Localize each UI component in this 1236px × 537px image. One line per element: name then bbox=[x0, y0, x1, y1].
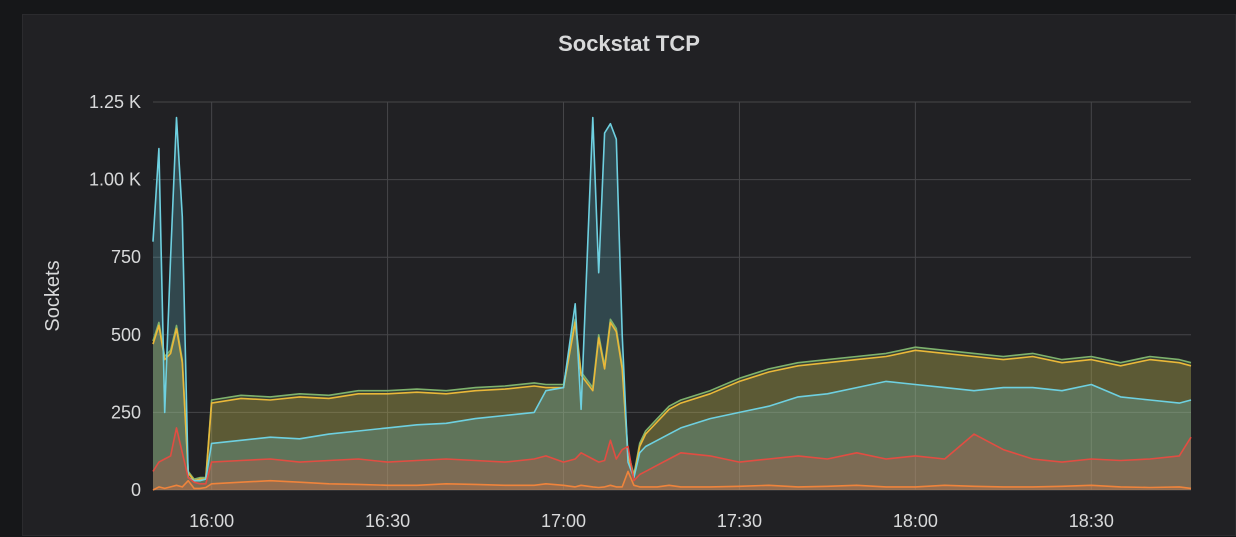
y-tick-label: 1.00 K bbox=[89, 170, 141, 190]
y-tick-label: 1.25 K bbox=[89, 92, 141, 112]
series-line-2 bbox=[152, 116, 1192, 482]
grid bbox=[153, 101, 1191, 491]
y-tick-label: 750 bbox=[111, 247, 141, 267]
series-lines bbox=[152, 116, 1192, 491]
y-axis-ticks: 0 250 500 750 1.00 K 1.25 K bbox=[89, 92, 141, 500]
series-area-0 bbox=[153, 319, 1191, 490]
series-areas bbox=[153, 117, 1191, 490]
series-area-4 bbox=[153, 427, 1191, 490]
series-line-1 bbox=[152, 321, 1192, 482]
x-tick-label: 16:00 bbox=[189, 511, 234, 531]
series-area-2 bbox=[153, 117, 1191, 490]
series-line-3 bbox=[152, 470, 1192, 491]
x-tick-label: 17:30 bbox=[717, 511, 762, 531]
x-tick-label: 16:30 bbox=[365, 511, 410, 531]
series-line-4 bbox=[152, 427, 1192, 485]
y-tick-label: 250 bbox=[111, 402, 141, 422]
y-tick-label: 0 bbox=[131, 480, 141, 500]
chart-title[interactable]: Sockstat TCP bbox=[558, 31, 700, 56]
y-axis-label: Sockets bbox=[42, 260, 64, 331]
y-tick-label: 500 bbox=[111, 325, 141, 345]
chart-panel: Sockstat TCP 0 250 500 750 1.00 K 1.25 K 16:0… bbox=[22, 14, 1236, 536]
x-tick-label: 17:00 bbox=[541, 511, 586, 531]
x-axis-ticks: 16:00 16:30 17:00 17:30 18:00 18:30 bbox=[189, 511, 1114, 531]
x-tick-label: 18:30 bbox=[1069, 511, 1114, 531]
chart-svg: 0 250 500 750 1.00 K 1.25 K 16:00 16:30 17:00 17… bbox=[42, 92, 1192, 531]
series-area-1 bbox=[153, 322, 1191, 490]
x-tick-label: 18:00 bbox=[893, 511, 938, 531]
